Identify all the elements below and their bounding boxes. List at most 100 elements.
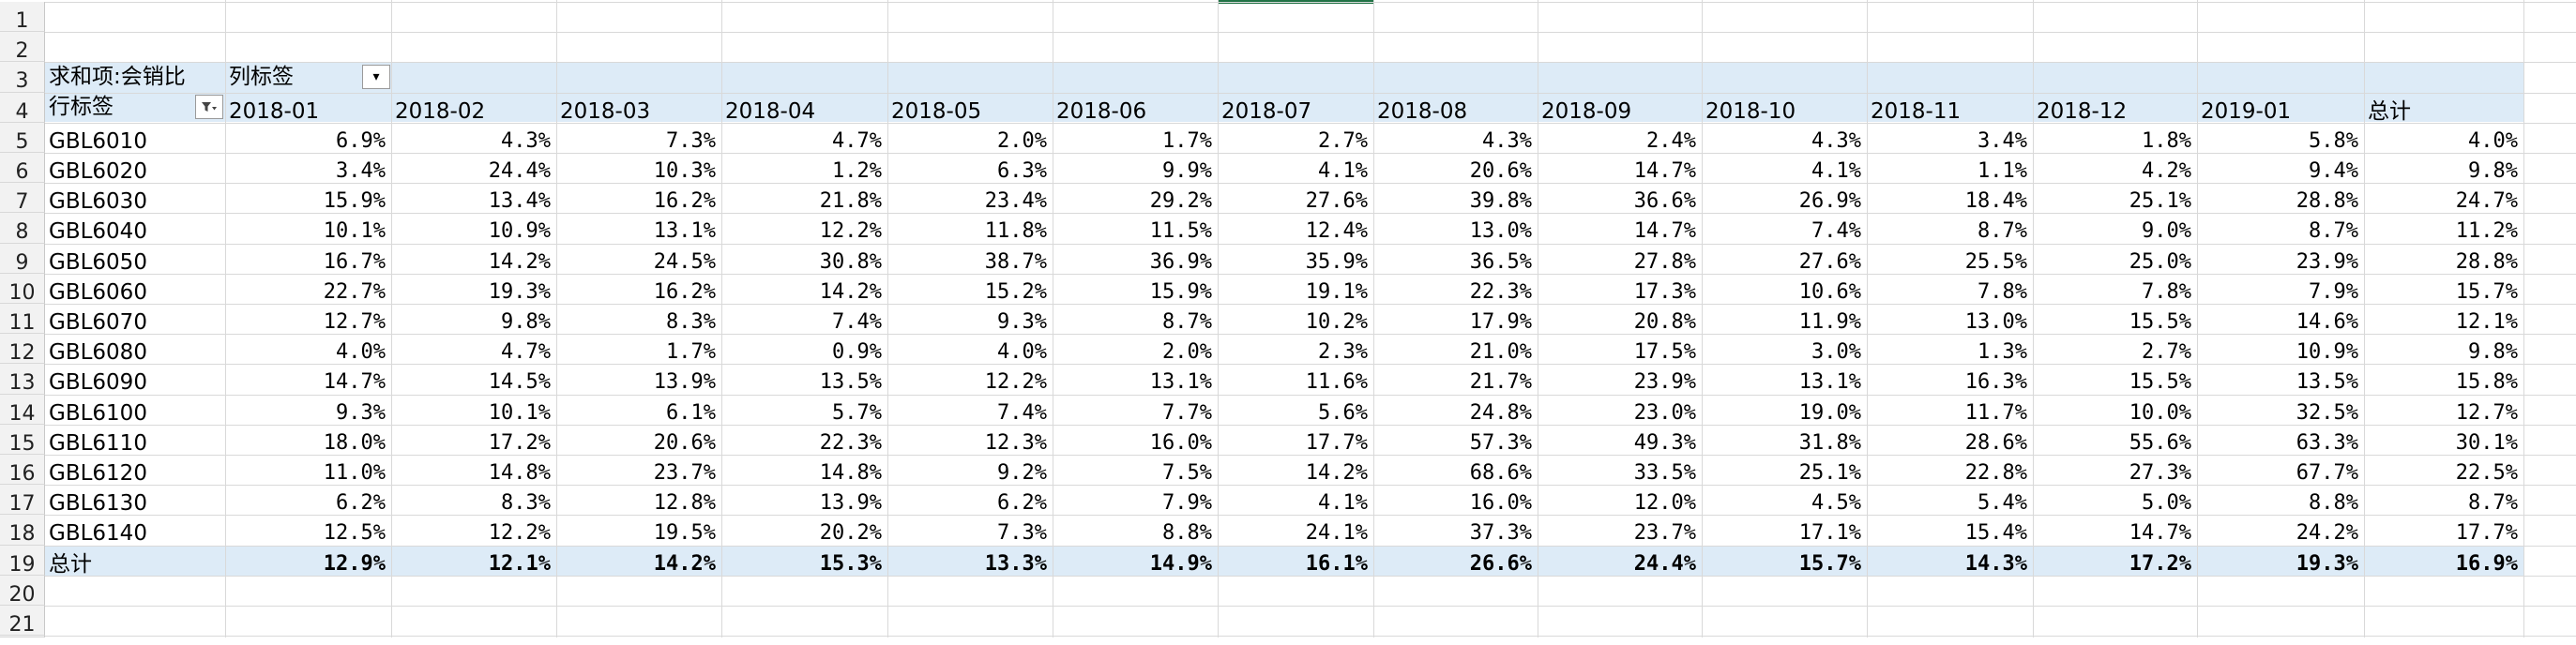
pivot-value-cell[interactable]: 11.5% [1149, 219, 1212, 244]
pivot-value-cell[interactable]: 5.0% [2142, 491, 2191, 516]
pivot-value-cell[interactable]: 22.3% [819, 430, 882, 455]
pivot-value-cell[interactable]: 23.0% [1633, 400, 1696, 425]
row-header[interactable]: 12 [0, 334, 45, 365]
pivot-value-cell[interactable]: 2.7% [1318, 128, 1368, 153]
pivot-value-cell[interactable]: 20.6% [653, 430, 716, 455]
pivot-value-cell[interactable]: 13.5% [819, 370, 882, 395]
pivot-value-cell[interactable]: 14.8% [488, 461, 551, 485]
pivot-value-cell[interactable]: 24.7% [2455, 189, 2518, 214]
pivot-value-cell[interactable]: 27.3% [2129, 461, 2191, 485]
pivot-value-cell[interactable]: 2.0% [997, 128, 1047, 153]
pivot-row-label[interactable]: GBL6070 [49, 310, 147, 335]
pivot-row-label[interactable]: GBL6060 [49, 279, 147, 304]
pivot-value-cell[interactable]: 4.0% [997, 340, 1047, 365]
pivot-value-cell[interactable]: 18.0% [323, 430, 386, 455]
pivot-value-cell[interactable]: 30.8% [819, 249, 882, 274]
pivot-row-label[interactable]: GBL6010 [49, 128, 147, 153]
pivot-row-label[interactable]: GBL6130 [49, 491, 147, 516]
pivot-value-cell[interactable]: 31.8% [1798, 430, 1861, 455]
row-header[interactable]: 18 [0, 515, 45, 546]
pivot-value-cell[interactable]: 4.7% [832, 128, 882, 153]
pivot-value-cell[interactable]: 12.5% [323, 521, 386, 546]
pivot-value-cell[interactable]: 22.5% [2455, 461, 2518, 485]
pivot-value-cell[interactable]: 8.8% [1162, 521, 1212, 546]
pivot-value-cell[interactable]: 7.8% [2142, 279, 2191, 304]
pivot-value-cell[interactable]: 17.3% [1633, 279, 1696, 304]
pivot-value-cell[interactable]: 12.4% [1305, 219, 1368, 244]
pivot-value-cell[interactable]: 55.6% [2129, 430, 2191, 455]
pivot-column-header[interactable]: 总计 [2368, 98, 2411, 123]
pivot-value-cell[interactable]: 8.3% [666, 310, 716, 334]
pivot-value-cell[interactable]: 9.2% [997, 461, 1047, 485]
pivot-value-cell[interactable]: 17.7% [2455, 521, 2518, 546]
pivot-value-cell[interactable]: 37.3% [1469, 521, 1532, 546]
pivot-value-cell[interactable]: 25.5% [1964, 249, 2027, 274]
pivot-value-cell[interactable]: 10.0% [2129, 400, 2191, 425]
pivot-value-cell[interactable]: 5.6% [1318, 400, 1368, 425]
pivot-total-cell[interactable]: 15.7% [1798, 551, 1861, 576]
pivot-value-cell[interactable]: 6.2% [997, 491, 1047, 516]
pivot-value-cell[interactable]: 35.9% [1305, 249, 1368, 274]
pivot-total-cell[interactable]: 12.1% [488, 551, 551, 576]
pivot-value-cell[interactable]: 25.1% [2129, 189, 2191, 214]
pivot-row-label[interactable]: GBL6090 [49, 370, 147, 395]
pivot-row-label[interactable]: GBL6040 [49, 219, 147, 244]
pivot-value-cell[interactable]: 12.8% [653, 491, 716, 516]
pivot-value-cell[interactable]: 36.9% [1149, 249, 1212, 274]
row-header[interactable]: 20 [0, 575, 45, 607]
pivot-value-cell[interactable]: 9.9% [1162, 159, 1212, 183]
pivot-value-cell[interactable]: 10.9% [2296, 340, 2358, 365]
pivot-value-cell[interactable]: 11.2% [2455, 219, 2518, 244]
pivot-total-cell[interactable]: 24.4% [1633, 551, 1696, 576]
pivot-value-cell[interactable]: 7.9% [1162, 491, 1212, 516]
pivot-value-cell[interactable]: 15.9% [323, 189, 386, 214]
pivot-value-cell[interactable]: 9.3% [336, 400, 386, 425]
pivot-total-label[interactable]: 总计 [49, 551, 92, 576]
pivot-value-cell[interactable]: 1.7% [1162, 128, 1212, 153]
pivot-column-header[interactable]: 2018-12 [2037, 98, 2128, 123]
row-header[interactable]: 16 [0, 455, 45, 486]
pivot-value-cell[interactable]: 23.7% [1633, 521, 1696, 546]
pivot-value-cell[interactable]: 12.0% [1633, 491, 1696, 516]
pivot-value-cell[interactable]: 15.9% [1149, 279, 1212, 304]
pivot-total-cell[interactable]: 14.3% [1964, 551, 2027, 576]
pivot-value-cell[interactable]: 12.2% [984, 370, 1047, 395]
pivot-value-cell[interactable]: 27.6% [1798, 249, 1861, 274]
pivot-value-cell[interactable]: 16.3% [1964, 370, 2027, 395]
pivot-value-cell[interactable]: 9.0% [2142, 219, 2191, 244]
pivot-value-cell[interactable]: 39.8% [1469, 189, 1532, 214]
pivot-value-cell[interactable]: 22.7% [323, 279, 386, 304]
pivot-value-cell[interactable]: 24.4% [488, 159, 551, 183]
pivot-value-cell[interactable]: 38.7% [984, 249, 1047, 274]
pivot-column-header[interactable]: 2018-03 [560, 98, 651, 123]
pivot-value-cell[interactable]: 12.7% [323, 310, 386, 334]
pivot-value-cell[interactable]: 29.2% [1149, 189, 1212, 214]
pivot-value-cell[interactable]: 4.1% [1318, 159, 1368, 183]
pivot-row-label[interactable]: GBL6080 [49, 340, 147, 365]
pivot-value-cell[interactable]: 9.8% [2468, 340, 2518, 365]
pivot-value-cell[interactable]: 23.4% [984, 189, 1047, 214]
pivot-total-cell[interactable]: 12.9% [323, 551, 386, 576]
pivot-value-cell[interactable]: 6.1% [666, 400, 716, 425]
pivot-value-cell[interactable]: 11.7% [1964, 400, 2027, 425]
pivot-total-cell[interactable]: 16.1% [1305, 551, 1368, 576]
pivot-value-cell[interactable]: 19.5% [653, 521, 716, 546]
pivot-value-cell[interactable]: 11.0% [323, 461, 386, 485]
pivot-value-cell[interactable]: 13.1% [1149, 370, 1212, 395]
pivot-value-cell[interactable]: 19.0% [1798, 400, 1861, 425]
pivot-value-cell[interactable]: 10.9% [488, 219, 551, 244]
row-header[interactable]: 13 [0, 364, 45, 395]
pivot-value-cell[interactable]: 11.9% [1798, 310, 1861, 334]
pivot-value-cell[interactable]: 9.8% [2468, 159, 2518, 183]
pivot-column-header[interactable]: 2018-04 [725, 98, 816, 123]
pivot-value-cell[interactable]: 23.7% [653, 461, 716, 485]
pivot-value-cell[interactable]: 3.0% [1811, 340, 1861, 365]
row-header[interactable]: 9 [0, 243, 45, 275]
pivot-value-cell[interactable]: 20.8% [1633, 310, 1696, 334]
pivot-column-header[interactable]: 2018-11 [1871, 98, 1962, 123]
pivot-value-cell[interactable]: 15.5% [2129, 370, 2191, 395]
pivot-value-cell[interactable]: 3.4% [336, 159, 386, 183]
pivot-value-cell[interactable]: 8.7% [1977, 219, 2027, 244]
pivot-value-cell[interactable]: 26.9% [1798, 189, 1861, 214]
